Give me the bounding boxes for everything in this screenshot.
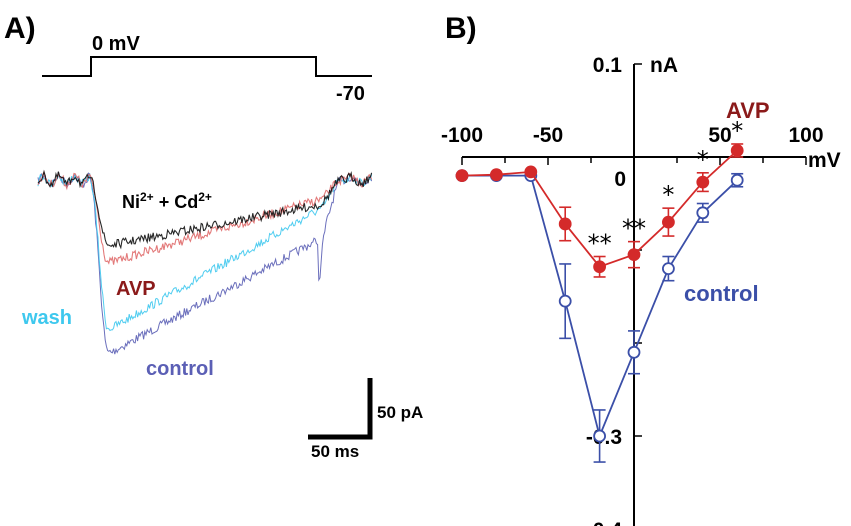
data-point <box>593 260 606 274</box>
data-point <box>696 175 710 189</box>
x-tick-label: -50 <box>533 124 563 147</box>
data-point <box>627 248 641 262</box>
series-avp <box>455 143 744 278</box>
x-tick-label: 50 <box>708 124 731 147</box>
significance-mark: ** <box>622 215 646 243</box>
data-point <box>662 215 675 229</box>
trace-wash <box>37 172 373 332</box>
avp-trace-label: AVP <box>116 278 156 300</box>
control-series-label: control <box>684 281 759 306</box>
x-tick-label: 0 <box>614 168 626 191</box>
control-trace-label: control <box>146 358 214 380</box>
y-tick-label: 0.1 <box>593 54 623 77</box>
significance-mark: * <box>731 117 743 145</box>
data-point <box>662 262 675 276</box>
blocker-trace-label: Ni2+ + Cd2+ <box>122 190 212 212</box>
scale-current-label: 50 pA <box>377 403 423 422</box>
data-point <box>558 217 572 231</box>
series-control <box>455 169 744 463</box>
panel-a-label: A) <box>4 12 36 45</box>
significance-mark: * <box>697 146 709 174</box>
voltage-protocol-line <box>42 56 372 77</box>
panel-b-label: B) <box>445 12 477 45</box>
data-point <box>730 144 744 157</box>
data-point <box>524 165 538 179</box>
step-voltage-label: 0 mV <box>92 33 140 55</box>
data-point <box>593 429 606 443</box>
x-tick-label: -100 <box>441 124 483 147</box>
significance-mark: * <box>662 181 674 209</box>
data-point <box>455 169 469 183</box>
data-point <box>489 168 503 182</box>
data-point <box>627 345 641 359</box>
avp-series-label: AVP <box>726 98 770 123</box>
data-point <box>558 294 572 308</box>
data-point <box>730 173 744 187</box>
scale-bar <box>308 378 373 440</box>
current-traces <box>37 169 373 355</box>
significance-mark: ** <box>588 230 612 258</box>
y-tick-label: -0.4 <box>586 519 623 526</box>
wash-trace-label: wash <box>21 307 72 329</box>
holding-voltage-label: -70 <box>336 83 365 105</box>
trace-ni-cd <box>37 169 373 250</box>
scale-time-label: 50 ms <box>311 442 359 461</box>
data-point <box>696 206 710 220</box>
x-axis-label: mV <box>808 149 841 172</box>
y-axis-label: nA <box>650 54 678 77</box>
iv-chart: -100-500501000.1-0.3-0.4nAmV*******AVPco… <box>441 54 841 526</box>
x-tick-label: 100 <box>788 124 823 147</box>
